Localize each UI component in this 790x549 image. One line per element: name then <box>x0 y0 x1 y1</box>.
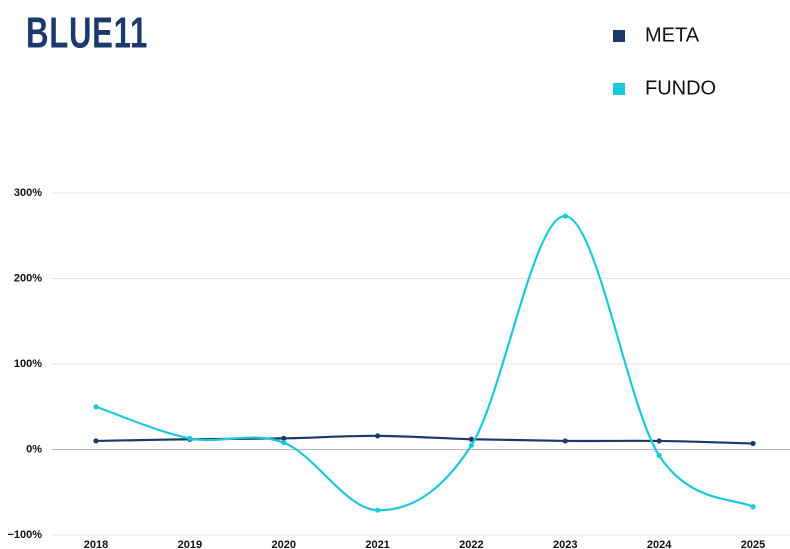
point <box>93 404 99 410</box>
x-tick-label: 2025 <box>741 539 765 549</box>
point <box>656 452 662 459</box>
y-tick-label: 200% <box>14 272 42 284</box>
x-tick-label: 2024 <box>647 539 672 549</box>
point <box>93 438 99 444</box>
point <box>468 442 475 448</box>
logo: BLUE11 <box>26 9 148 58</box>
point <box>281 435 287 441</box>
y-tick-label: 300% <box>14 187 42 199</box>
point <box>374 507 381 513</box>
legend-swatch <box>613 30 625 42</box>
x-tick-label: 2018 <box>84 539 108 549</box>
x-tick-label: 2023 <box>553 539 577 549</box>
x-tick-label: 2019 <box>178 539 202 549</box>
legend-label: FUNDO <box>645 77 716 99</box>
point <box>562 213 568 219</box>
legend-swatch <box>613 83 625 95</box>
point <box>374 433 381 439</box>
point <box>468 436 475 442</box>
x-tick-label: 2020 <box>271 539 295 549</box>
legend-label: META <box>645 24 700 46</box>
point <box>656 438 662 444</box>
y-tick-label: 0% <box>26 443 42 455</box>
point <box>750 440 756 447</box>
point <box>562 438 568 444</box>
point <box>187 435 193 441</box>
point <box>750 504 756 510</box>
y-tick-label: 100% <box>14 358 42 370</box>
x-tick-label: 2021 <box>365 539 389 549</box>
y-tick-label: −100% <box>7 529 42 541</box>
line <box>95 214 754 512</box>
x-tick-label: 2022 <box>459 539 483 549</box>
point <box>281 440 287 446</box>
